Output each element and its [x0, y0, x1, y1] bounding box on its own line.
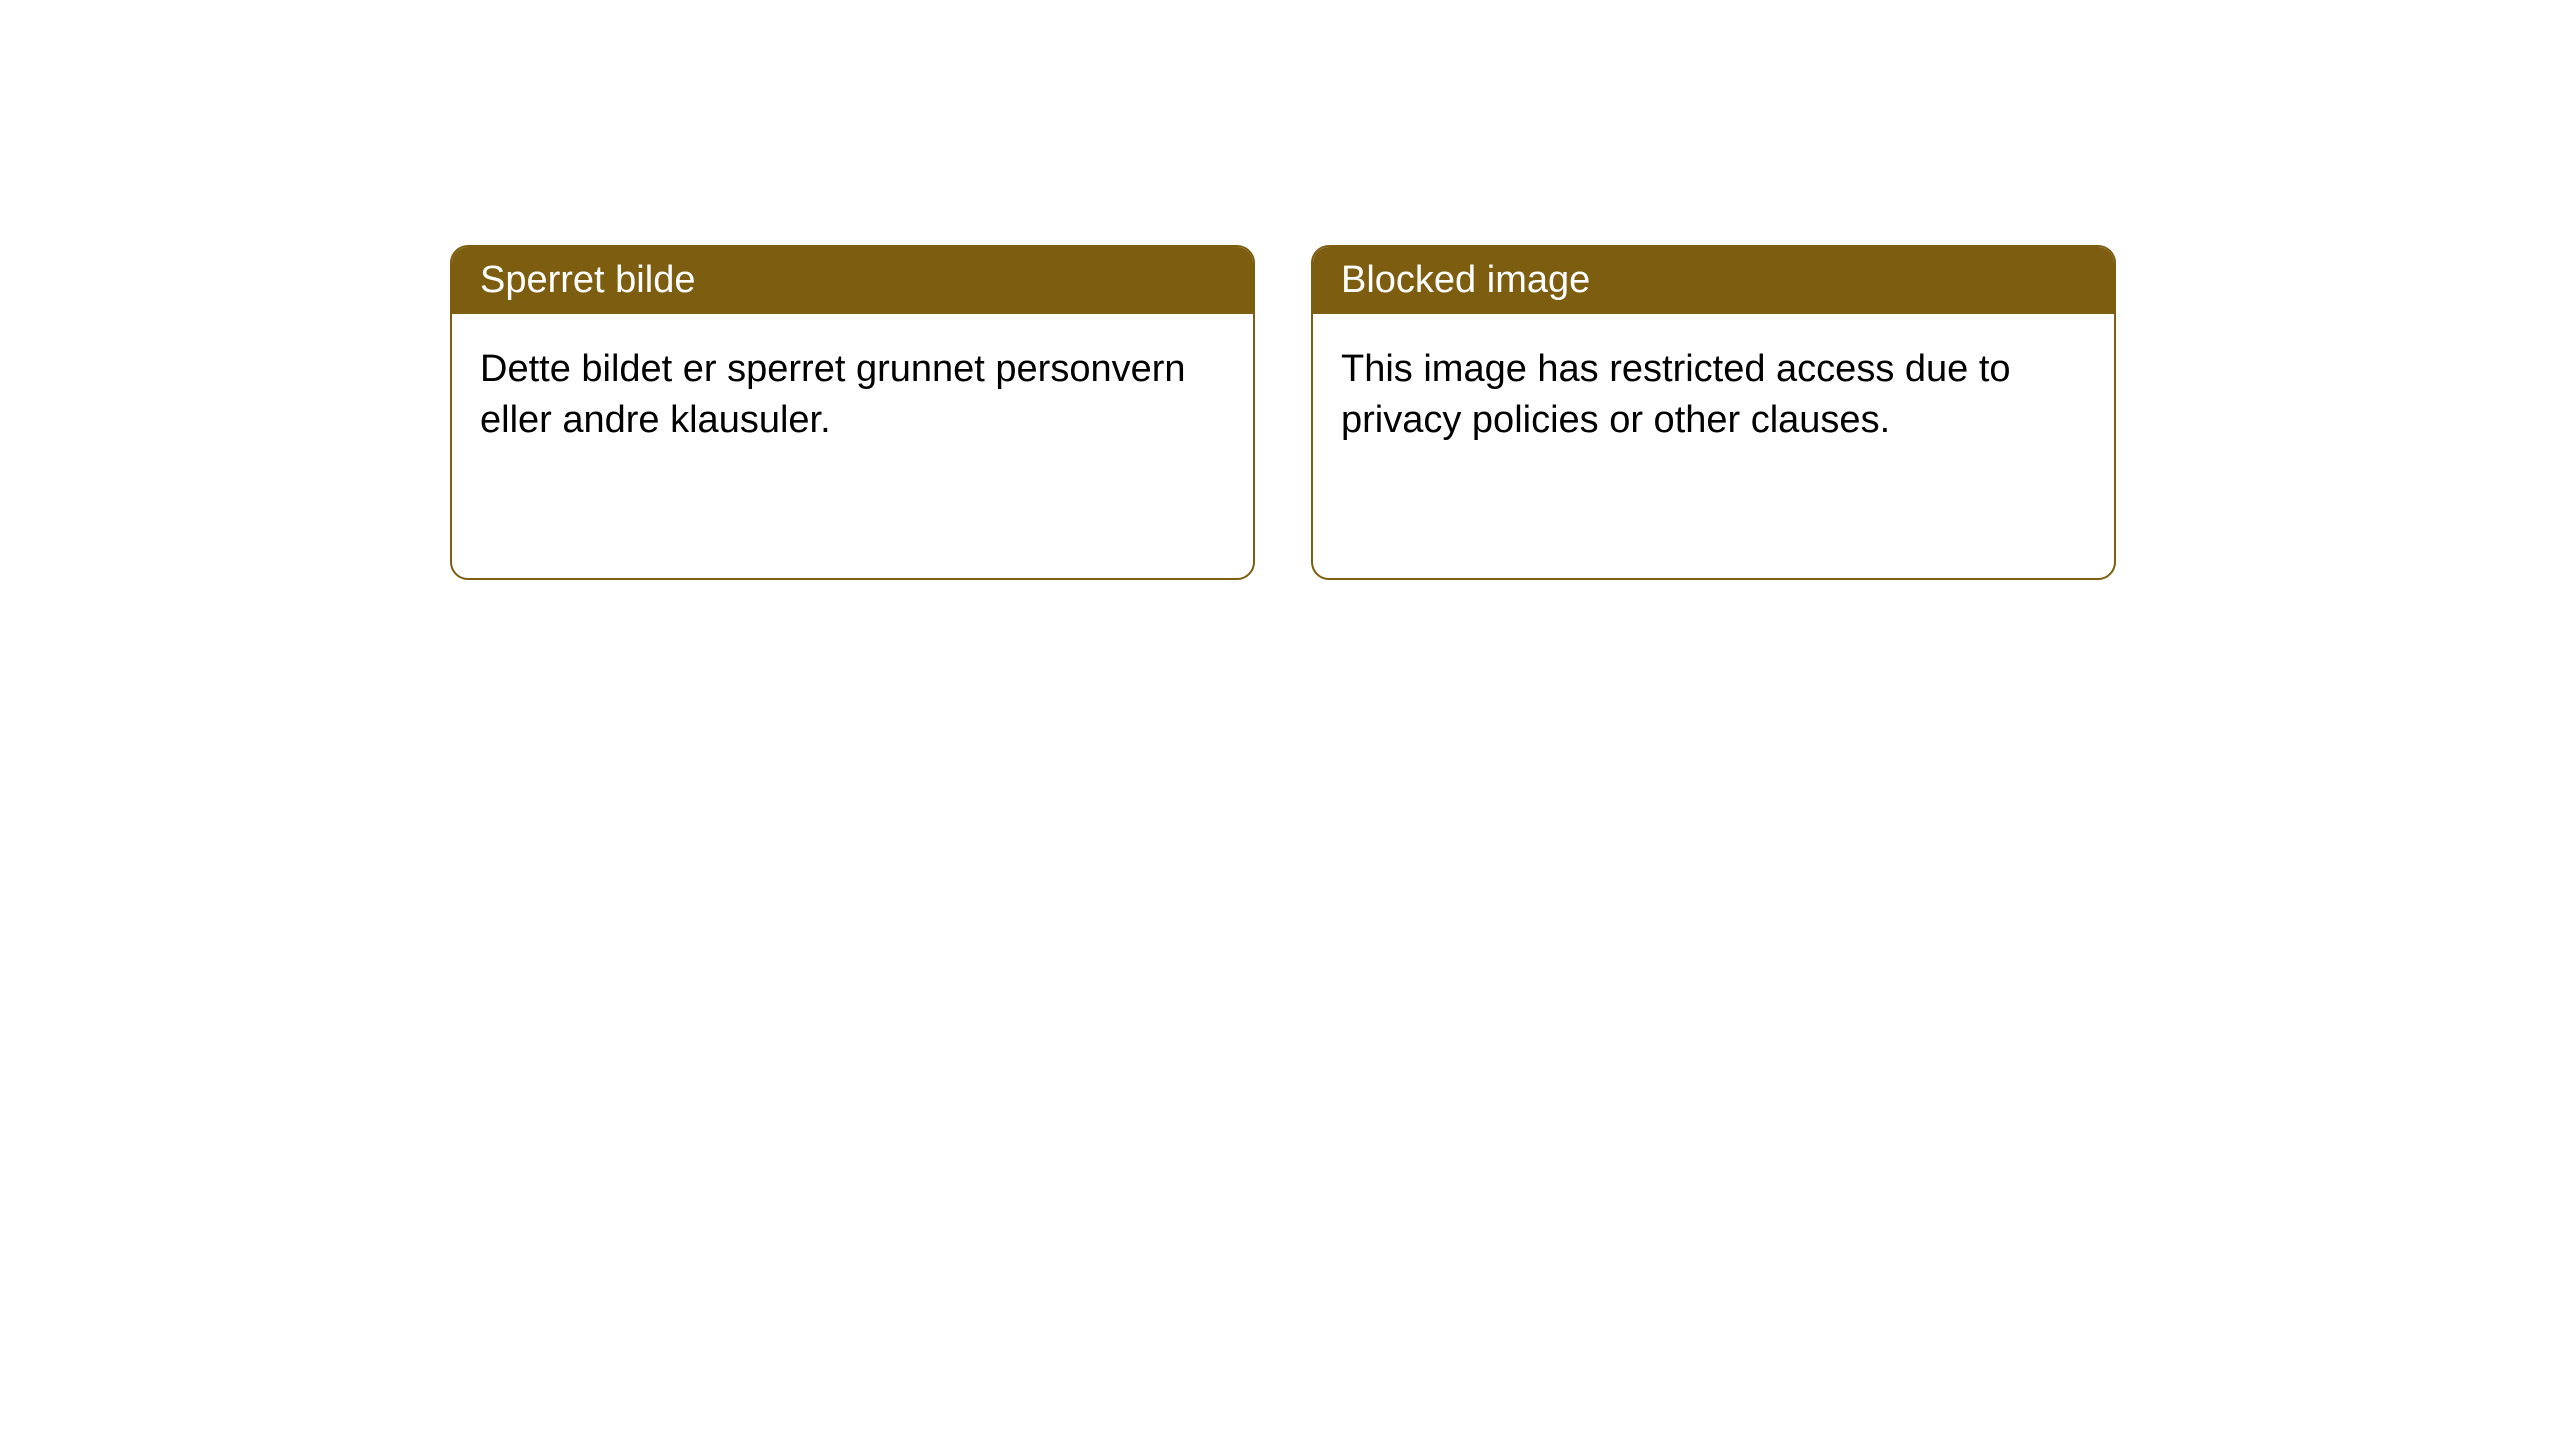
- card-body-no: Dette bildet er sperret grunnet personve…: [452, 314, 1253, 477]
- notice-container: Sperret bilde Dette bildet er sperret gr…: [0, 0, 2560, 580]
- card-text-no: Dette bildet er sperret grunnet personve…: [480, 348, 1186, 441]
- card-header-no: Sperret bilde: [452, 247, 1253, 314]
- card-body-en: This image has restricted access due to …: [1313, 314, 2114, 477]
- blocked-image-card-en: Blocked image This image has restricted …: [1311, 245, 2116, 580]
- blocked-image-card-no: Sperret bilde Dette bildet er sperret gr…: [450, 245, 1255, 580]
- card-title-no: Sperret bilde: [480, 259, 695, 301]
- card-text-en: This image has restricted access due to …: [1341, 348, 2011, 441]
- card-title-en: Blocked image: [1341, 259, 1590, 301]
- card-header-en: Blocked image: [1313, 247, 2114, 314]
